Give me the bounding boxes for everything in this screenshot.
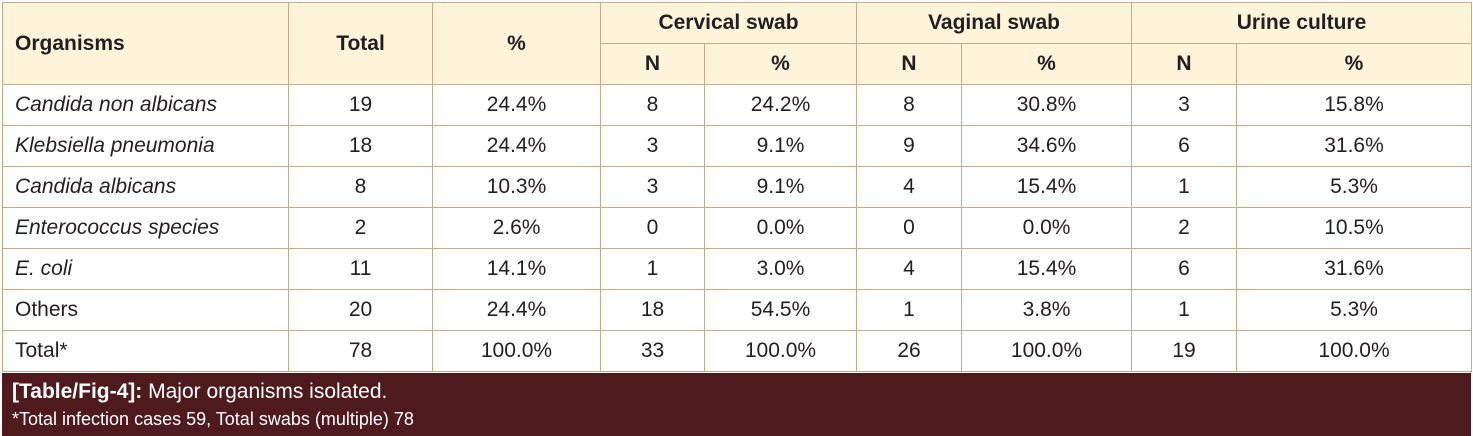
total-percent-cell: 24.4%	[432, 125, 601, 167]
vaginal-n-cell: 8	[856, 84, 962, 126]
vaginal-n-cell: 9	[856, 125, 962, 167]
urine-n-cell: 3	[1131, 84, 1238, 126]
organisms-table: Organisms Total % Cervical swab Vaginal …	[2, 2, 1473, 372]
vaginal-n-cell: 4	[856, 248, 962, 290]
urine-n-cell: 2	[1131, 207, 1238, 249]
header-urine-culture: Urine culture	[1131, 2, 1473, 44]
total-cell: 11	[288, 248, 433, 290]
urine-n-cell: 1	[1131, 289, 1238, 331]
caption-title: Major organisms isolated.	[142, 380, 388, 403]
cervical-percent-cell: 9.1%	[704, 125, 857, 167]
total-cell: 20	[288, 289, 433, 331]
organism-name-cell: Enterococcus species	[2, 207, 289, 249]
table-row: Enterococcus species 2 2.6% 0 0.0% 0 0.0% 2 10.5…	[2, 207, 1473, 249]
cervical-n-cell: 0	[600, 207, 705, 249]
header-percent: %	[432, 2, 601, 85]
header-cervical-swab: Cervical swab	[600, 2, 857, 44]
urine-n-cell: 6	[1131, 248, 1238, 290]
urine-percent-cell: 5.3%	[1236, 289, 1473, 331]
organism-name-cell: Total*	[2, 330, 289, 372]
table-row: Total* 78 100.0% 33 100.0% 26 100.0% 19 100.0%	[2, 330, 1473, 372]
organism-name-cell: E. coli	[2, 248, 289, 290]
vaginal-percent-cell: 34.6%	[960, 125, 1133, 167]
organism-name-cell: Klebsiella pneumonia	[2, 125, 289, 167]
caption-title-line: [Table/Fig-4]: Major organisms isolated.	[12, 377, 1461, 407]
table-row: Candida non albicans 19 24.4% 8 24.2% 8 30.8% 3…	[2, 84, 1473, 126]
cervical-percent-cell: 100.0%	[704, 330, 857, 372]
cervical-percent-cell: 3.0%	[704, 248, 857, 290]
cervical-n-cell: 18	[600, 289, 705, 331]
cervical-n-cell: 1	[600, 248, 705, 290]
urine-percent-cell: 5.3%	[1236, 166, 1473, 208]
subheader-cervical-percent: %	[704, 43, 857, 85]
subheader-urine-percent: %	[1236, 43, 1473, 85]
vaginal-percent-cell: 0.0%	[960, 207, 1133, 249]
cervical-percent-cell: 54.5%	[704, 289, 857, 331]
vaginal-n-cell: 26	[856, 330, 962, 372]
total-cell: 18	[288, 125, 433, 167]
total-cell: 2	[288, 207, 433, 249]
urine-percent-cell: 31.6%	[1236, 248, 1473, 290]
vaginal-percent-cell: 15.4%	[960, 248, 1133, 290]
urine-percent-cell: 100.0%	[1236, 330, 1473, 372]
cervical-percent-cell: 0.0%	[704, 207, 857, 249]
vaginal-percent-cell: 15.4%	[960, 166, 1133, 208]
total-percent-cell: 2.6%	[432, 207, 601, 249]
urine-n-cell: 1	[1131, 166, 1238, 208]
vaginal-percent-cell: 100.0%	[960, 330, 1133, 372]
table-header: Organisms Total % Cervical swab Vaginal …	[2, 2, 1473, 85]
total-percent-cell: 24.4%	[432, 84, 601, 126]
urine-n-cell: 6	[1131, 125, 1238, 167]
organism-name-cell: Candida non albicans	[2, 84, 289, 126]
table-row: Candida albicans 8 10.3% 3 9.1% 4 15.4% 1 5.3%	[2, 166, 1473, 208]
total-cell: 19	[288, 84, 433, 126]
cervical-percent-cell: 24.2%	[704, 84, 857, 126]
table-body: Candida non albicans 19 24.4% 8 24.2% 8 30.8% 3…	[2, 84, 1473, 372]
cervical-percent-cell: 9.1%	[704, 166, 857, 208]
header-organisms: Organisms	[2, 2, 289, 85]
caption-ref: [Table/Fig-4]:	[12, 380, 143, 403]
total-percent-cell: 100.0%	[432, 330, 601, 372]
urine-percent-cell: 10.5%	[1236, 207, 1473, 249]
vaginal-n-cell: 0	[856, 207, 962, 249]
table-row: Klebsiella pneumonia 18 24.4% 3 9.1% 9 34.6% 6 3…	[2, 125, 1473, 167]
header-total: Total	[288, 2, 433, 85]
caption-footnote: *Total infection cases 59, Total swabs (…	[12, 409, 414, 429]
urine-percent-cell: 15.8%	[1236, 84, 1473, 126]
subheader-cervical-n: N	[600, 43, 705, 85]
urine-percent-cell: 31.6%	[1236, 125, 1473, 167]
total-cell: 78	[288, 330, 433, 372]
organism-name-cell: Others	[2, 289, 289, 331]
cervical-n-cell: 8	[600, 84, 705, 126]
subheader-vaginal-n: N	[856, 43, 962, 85]
cervical-n-cell: 33	[600, 330, 705, 372]
total-percent-cell: 10.3%	[432, 166, 601, 208]
vaginal-percent-cell: 3.8%	[960, 289, 1133, 331]
organism-name-cell: Candida albicans	[2, 166, 289, 208]
vaginal-n-cell: 1	[856, 289, 962, 331]
subheader-vaginal-percent: %	[960, 43, 1133, 85]
vaginal-percent-cell: 30.8%	[960, 84, 1133, 126]
header-vaginal-swab: Vaginal swab	[855, 2, 1133, 44]
subheader-urine-n: N	[1131, 43, 1238, 85]
cervical-n-cell: 3	[600, 166, 705, 208]
total-percent-cell: 24.4%	[432, 289, 601, 331]
table-caption: [Table/Fig-4]: Major organisms isolated.…	[2, 373, 1471, 436]
total-percent-cell: 14.1%	[432, 248, 601, 290]
cervical-n-cell: 3	[600, 125, 705, 167]
table-row: Others 20 24.4% 18 54.5% 1 3.8% 1 5.3%	[2, 289, 1473, 331]
total-cell: 8	[288, 166, 433, 208]
vaginal-n-cell: 4	[856, 166, 962, 208]
urine-n-cell: 19	[1131, 330, 1238, 372]
table-row: E. coli 11 14.1% 1 3.0% 4 15.4% 6 31.6%	[2, 248, 1473, 290]
